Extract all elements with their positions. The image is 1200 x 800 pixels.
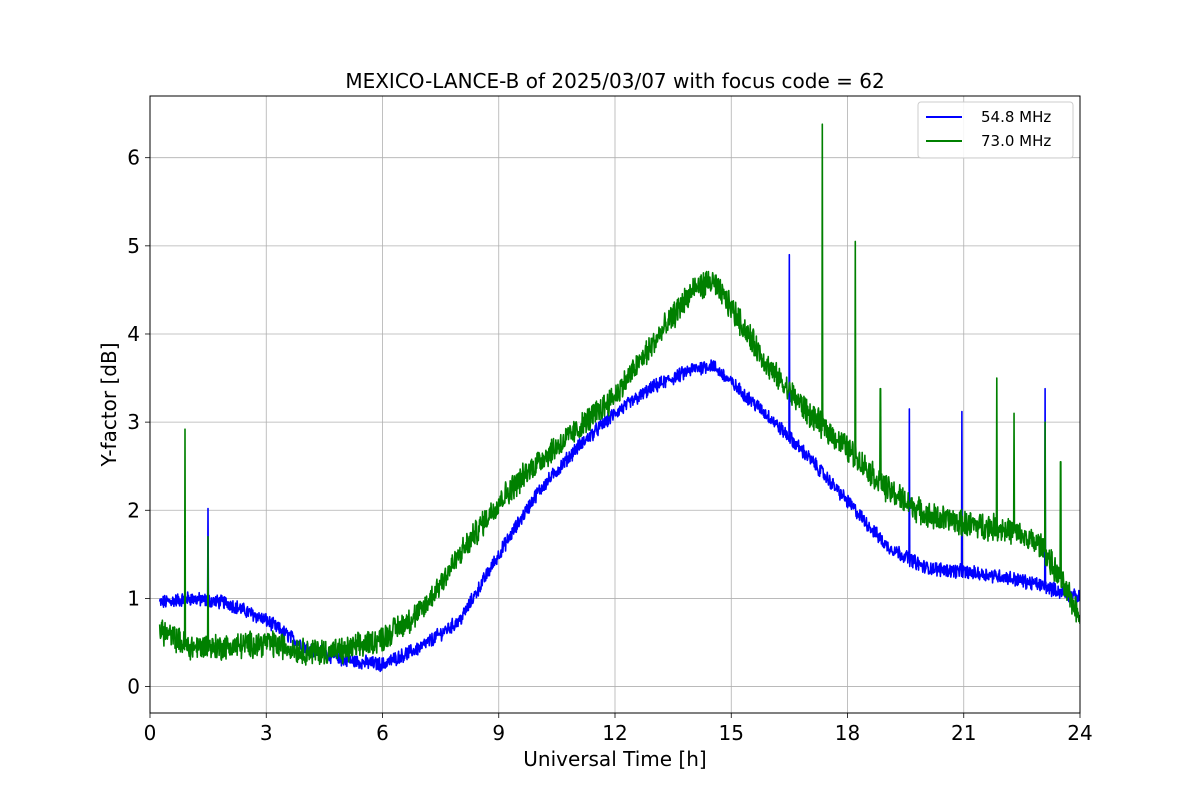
x-tick-label: 24 [1067, 721, 1092, 745]
y-tick-label: 1 [127, 586, 140, 610]
x-tick-label: 18 [835, 721, 860, 745]
x-tick-label: 15 [719, 721, 744, 745]
y-tick-label: 0 [127, 675, 140, 699]
x-tick-label: 6 [376, 721, 389, 745]
y-tick-label: 3 [127, 410, 140, 434]
series-line-73-0-mhz [158, 123, 1080, 666]
x-tick-label: 9 [492, 721, 505, 745]
y-tick-label: 6 [127, 146, 140, 170]
y-axis: 0 1 2 3 4 5 6 [127, 146, 150, 699]
legend: 54.8 MHz 73.0 MHz [917, 101, 1074, 159]
legend-label-73-0: 73.0 MHz [981, 132, 1051, 150]
y-tick-label: 2 [127, 498, 140, 522]
x-tick-label: 21 [951, 721, 976, 745]
x-tick-label: 12 [602, 721, 627, 745]
x-tick-label: 0 [144, 721, 157, 745]
y-tick-label: 4 [127, 322, 140, 346]
x-tick-label: 3 [260, 721, 273, 745]
legend-label-54-8: 54.8 MHz [981, 108, 1051, 126]
series-layer [158, 123, 1080, 673]
x-axis: 0 3 6 9 12 15 18 21 24 [144, 713, 1093, 745]
chart-title: MEXICO-LANCE-B of 2025/03/07 with focus … [345, 69, 884, 93]
y-axis-label: Y-factor [dB] [97, 342, 121, 467]
y-tick-label: 5 [127, 234, 140, 258]
x-axis-label: Universal Time [h] [523, 747, 706, 771]
